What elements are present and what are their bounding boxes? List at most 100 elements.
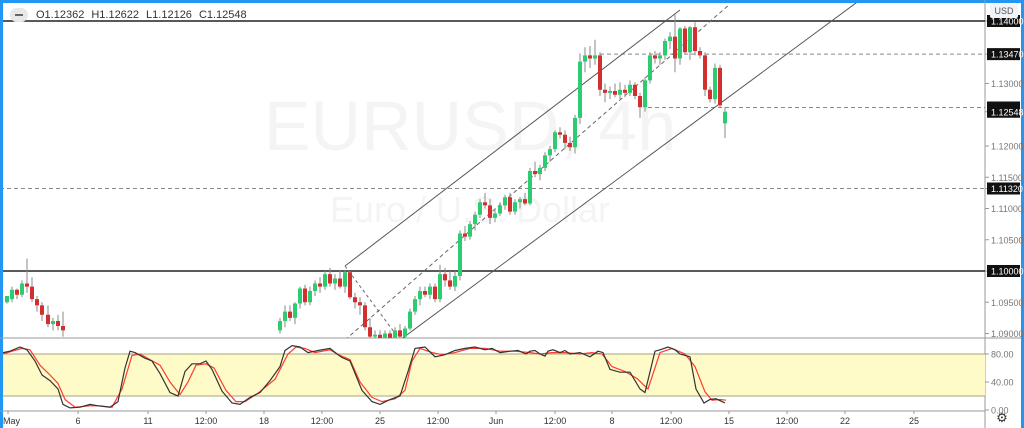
candle-body (533, 171, 537, 175)
candle-body (438, 274, 442, 300)
channel-middle-line[interactable] (345, 3, 731, 340)
candle-body (623, 89, 627, 93)
currency-button[interactable]: USD (990, 4, 1018, 18)
candle-body (61, 326, 65, 331)
price-label: 1.10500 (991, 235, 1024, 245)
time-label: 22 (840, 416, 850, 426)
candle-body (358, 302, 362, 306)
settings-gear-icon[interactable]: ⚙ (996, 410, 1008, 425)
time-label: May (3, 416, 21, 426)
candle-body (658, 55, 662, 59)
candlestick-series (5, 14, 727, 338)
candle-body (35, 299, 39, 306)
candle-body (363, 305, 367, 328)
price-label-badge (987, 48, 1020, 61)
time-label: 11 (143, 416, 152, 426)
candle-body (608, 91, 612, 93)
candle-body (538, 167, 542, 175)
stoch-band (3, 354, 985, 396)
candle-body (383, 333, 387, 338)
candle-body (313, 283, 317, 291)
time-label: 18 (259, 416, 269, 426)
candle-body (523, 199, 527, 204)
price-label: 1.09000 (991, 329, 1024, 339)
stoch-k-line (2, 344, 726, 409)
price-label-badge (987, 105, 1020, 118)
candle-body (408, 311, 412, 329)
horizontal-levels[interactable] (0, 20, 985, 272)
price-label: 1.09500 (991, 298, 1024, 308)
candle-body (513, 202, 517, 212)
ohlc-legend: O1.12362 H1.12622 L1.12126 C1.12548 (10, 5, 254, 25)
candle-body (693, 27, 697, 51)
candle-body (703, 55, 707, 90)
candle-body (598, 55, 602, 90)
candle-body (458, 233, 462, 276)
candle-body (343, 272, 347, 287)
candle-body (56, 321, 60, 326)
time-label: 12:00 (311, 416, 334, 426)
candle-body (708, 89, 712, 100)
time-axis[interactable]: May 6 11 12:00 18 12:00 25 12:00 Jun 12:00 8 12:00 1… (3, 411, 919, 426)
close-value: C1.12548 (198, 9, 247, 21)
candle-body (288, 311, 292, 318)
candle-body (453, 276, 457, 287)
price-label-badge (987, 15, 1020, 27)
candle-body (498, 205, 502, 214)
candle-body (348, 272, 352, 298)
candle-body (583, 55, 587, 62)
candle-body (323, 274, 327, 287)
candle-body (628, 84, 632, 93)
price-axis[interactable]: 1.14000 1.13470 1.13000 1.12548 1.12000 1.115… (985, 15, 1024, 416)
candle-body (20, 283, 24, 295)
candle-body (528, 171, 532, 204)
price-label: 1.12548 (991, 107, 1024, 117)
candle-body (508, 197, 512, 212)
candle-body (638, 96, 642, 108)
candle-body (473, 214, 477, 225)
price-label: 1.10000 (991, 267, 1024, 277)
candle-body (573, 117, 577, 148)
time-label: 12:00 (427, 416, 450, 426)
candle-body (10, 289, 14, 300)
candle-body (308, 291, 312, 303)
candle-body (688, 27, 692, 53)
candle-body (368, 327, 372, 337)
candle-body (678, 28, 682, 59)
collapse-legend-button[interactable] (10, 8, 28, 22)
candle-body (393, 330, 397, 338)
candle-body (5, 296, 9, 303)
high-value: H1.12622 (91, 9, 140, 21)
candle-body (46, 314, 50, 325)
candle-body (328, 274, 332, 284)
candle-body (15, 289, 19, 295)
time-label: 12:00 (660, 416, 683, 426)
candle-body (338, 278, 342, 287)
time-label: 12:00 (776, 416, 799, 426)
candle-body (563, 134, 567, 143)
candle-body (578, 61, 582, 118)
candle-body (593, 55, 597, 59)
candle-body (403, 328, 407, 337)
candle-body (283, 311, 287, 321)
candle-body (488, 205, 492, 218)
price-label: 1.12000 (991, 142, 1024, 152)
channel-upper-line[interactable] (344, 9, 681, 267)
candle-body (40, 305, 44, 315)
candle-body (723, 111, 727, 124)
candle-body (673, 36, 677, 59)
candle-body (428, 286, 432, 295)
channel-connector-line[interactable] (344, 265, 400, 340)
candle-body (318, 283, 322, 287)
candle-body (613, 91, 617, 95)
stochastic-indicator (2, 344, 985, 409)
price-label: 1.14000 (991, 17, 1024, 27)
parallel-channel[interactable] (344, 0, 860, 340)
candle-body (378, 334, 382, 338)
candle-body (418, 291, 422, 300)
candle-body (713, 67, 717, 100)
channel-lower-line[interactable] (400, 0, 860, 340)
candle-body (663, 41, 667, 56)
candle-body (443, 274, 447, 281)
